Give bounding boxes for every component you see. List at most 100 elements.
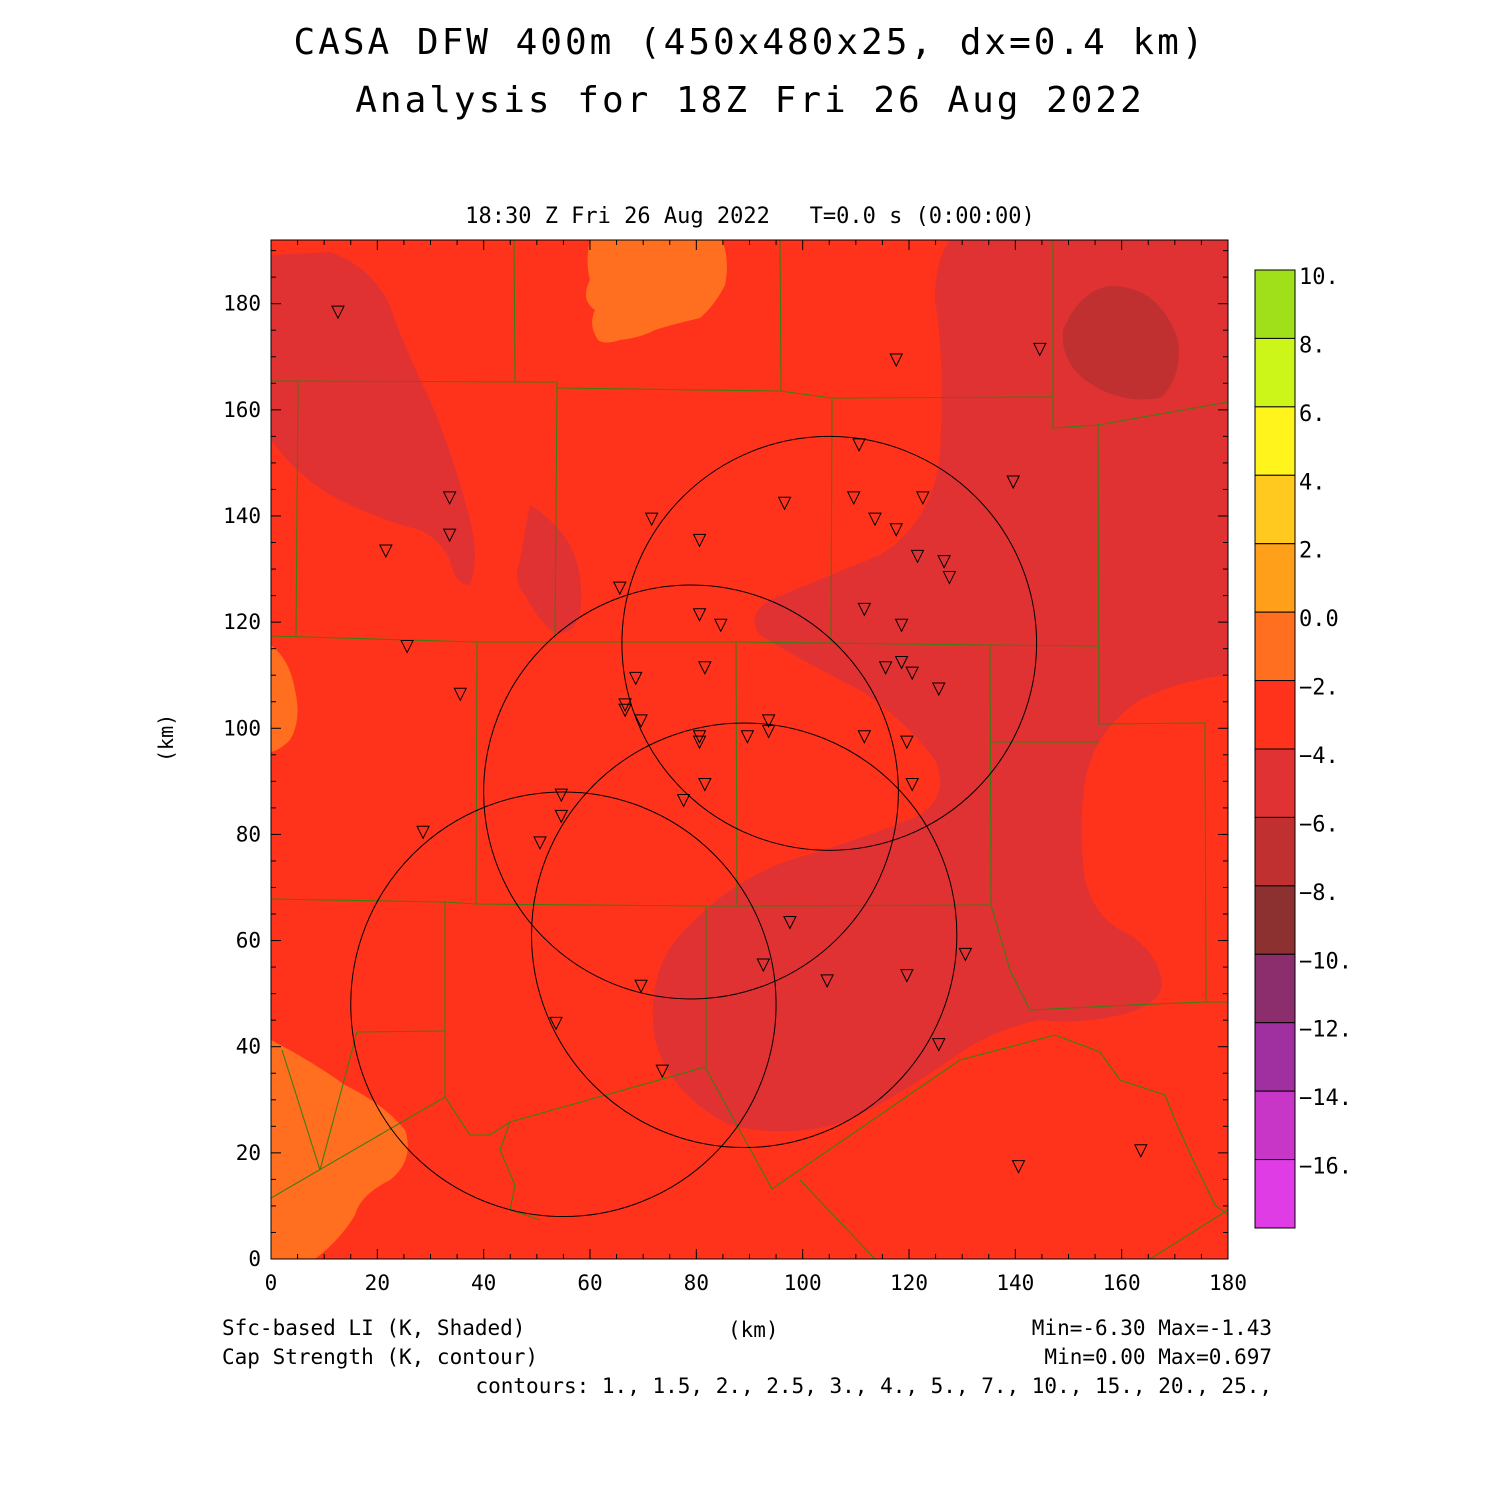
contour-field-label: Cap Strength (K, contour)	[222, 1345, 539, 1369]
station-marker	[692, 533, 707, 548]
radar-range-rings	[350, 435, 1038, 1218]
station-marker	[612, 581, 627, 596]
station-marker	[698, 661, 712, 675]
x-tick-label: 160	[1103, 1271, 1141, 1295]
colorbar-label: −16.	[1299, 1155, 1352, 1180]
colorbar: 10. 8. 6. 4. 2. 0.0 −2. −4. −6. −8. −10. −12. −14. −1…	[1254, 265, 1352, 1229]
colorbar-swatch	[1254, 543, 1296, 613]
colorbar-swatch	[1254, 1090, 1296, 1161]
station-marker	[1011, 1160, 1026, 1174]
li-shade-center-lobe	[516, 505, 582, 633]
axis-tick-labels: 0 20 40 60 80 100 120 140 160 180 0 20 40 60 80 100 120 1…	[223, 292, 1247, 1295]
li-shade-northeast-core	[1062, 286, 1179, 400]
x-tick-label: 0	[265, 1271, 278, 1295]
valid-time-subtitle: 18:30 Z Fri 26 Aug 2022 T=0.0 s (0:00:00…	[465, 204, 1035, 229]
colorbar-swatch	[1254, 680, 1296, 750]
station-marker	[857, 602, 872, 617]
y-tick-label: 20	[236, 1141, 261, 1165]
station-marker	[905, 666, 919, 681]
colorbar-label: 2.	[1299, 539, 1326, 564]
station-marker	[878, 661, 893, 675]
station-marker	[618, 698, 632, 713]
station-marker	[783, 916, 797, 930]
y-tick-label: 60	[236, 929, 261, 953]
station-marker	[894, 655, 909, 670]
colorbar-label: −6.	[1299, 812, 1339, 837]
colorbar-swatch	[1254, 406, 1296, 476]
y-tick-label: 140	[223, 504, 261, 528]
li-shade-east	[652, 240, 1228, 1132]
station-marker	[942, 571, 957, 585]
station-marker	[554, 788, 569, 803]
station-marker	[416, 825, 430, 840]
colorbar-swatch	[1254, 474, 1296, 545]
colorbar-label: −4.	[1299, 744, 1339, 769]
colorbar-label: −2.	[1299, 676, 1339, 701]
station-marker	[937, 555, 951, 569]
station-marker	[549, 1016, 563, 1031]
station-marker	[894, 618, 909, 633]
y-tick-label: 40	[236, 1035, 261, 1059]
colorbar-swatch	[1254, 748, 1296, 818]
station-marker	[905, 778, 919, 792]
colorbar-swatch	[1254, 1159, 1296, 1229]
station-markers	[331, 305, 1148, 1174]
station-marker	[713, 618, 728, 633]
radar-ring-3	[531, 722, 958, 1149]
colorbar-label: 8.	[1299, 333, 1326, 358]
li-shade-north-orange	[586, 240, 727, 343]
station-marker	[533, 836, 547, 851]
colorbar-swatch	[1254, 816, 1296, 887]
li-shade-northwest	[271, 252, 475, 585]
colorbar-swatch	[1254, 953, 1296, 1024]
station-marker	[761, 724, 776, 739]
station-marker	[910, 549, 925, 564]
x-tick-label: 60	[577, 1271, 602, 1295]
y-axis-label: (km)	[154, 713, 178, 762]
station-marker	[644, 512, 659, 527]
station-marker	[900, 969, 914, 983]
contour-levels: contours: 1., 1.5, 2., 2.5, 3., 4., 5., …	[475, 1374, 1272, 1398]
y-tick-label: 80	[236, 822, 261, 846]
x-tick-label: 120	[890, 1271, 928, 1295]
y-tick-label: 160	[223, 398, 261, 422]
station-marker	[676, 793, 691, 808]
colorbar-swatch	[1254, 611, 1296, 682]
station-marker	[889, 523, 904, 537]
li-shade-west-orange	[271, 645, 298, 752]
station-marker	[634, 714, 648, 728]
colorbar-label: 6.	[1299, 402, 1326, 427]
station-marker	[634, 979, 648, 994]
y-tick-label: 100	[223, 716, 261, 740]
station-marker	[628, 671, 643, 686]
station-marker	[857, 730, 872, 744]
axis-ticks	[270, 240, 1229, 1260]
colorbar-label: −14.	[1299, 1086, 1352, 1111]
colorbar-label: 4.	[1299, 470, 1326, 495]
colorbar-swatch	[1254, 337, 1296, 408]
station-marker	[931, 1038, 946, 1052]
colorbar-label: −8.	[1299, 881, 1339, 906]
station-marker	[958, 947, 973, 962]
contour-field-minmax: Min=0.00 Max=0.697	[1044, 1345, 1272, 1369]
station-marker	[846, 491, 861, 506]
x-axis-label: (km)	[728, 1318, 779, 1342]
station-marker	[442, 491, 457, 506]
shaded-field-minmax: Min=-6.30 Max=-1.43	[1031, 1316, 1272, 1340]
station-marker	[1133, 1144, 1148, 1158]
y-tick-label: 180	[223, 292, 261, 316]
station-marker	[756, 958, 771, 973]
station-marker	[740, 730, 755, 744]
station-marker	[692, 735, 707, 750]
station-marker	[692, 730, 707, 744]
x-tick-label: 80	[684, 1271, 709, 1295]
station-marker	[889, 353, 904, 368]
station-marker	[554, 809, 569, 824]
radar-ring-2	[483, 584, 899, 1000]
station-marker	[852, 438, 866, 452]
station-marker	[931, 682, 946, 697]
station-marker	[379, 544, 393, 559]
station-marker	[1006, 475, 1021, 490]
station-marker	[761, 714, 776, 728]
colorbar-swatch	[1254, 885, 1296, 955]
